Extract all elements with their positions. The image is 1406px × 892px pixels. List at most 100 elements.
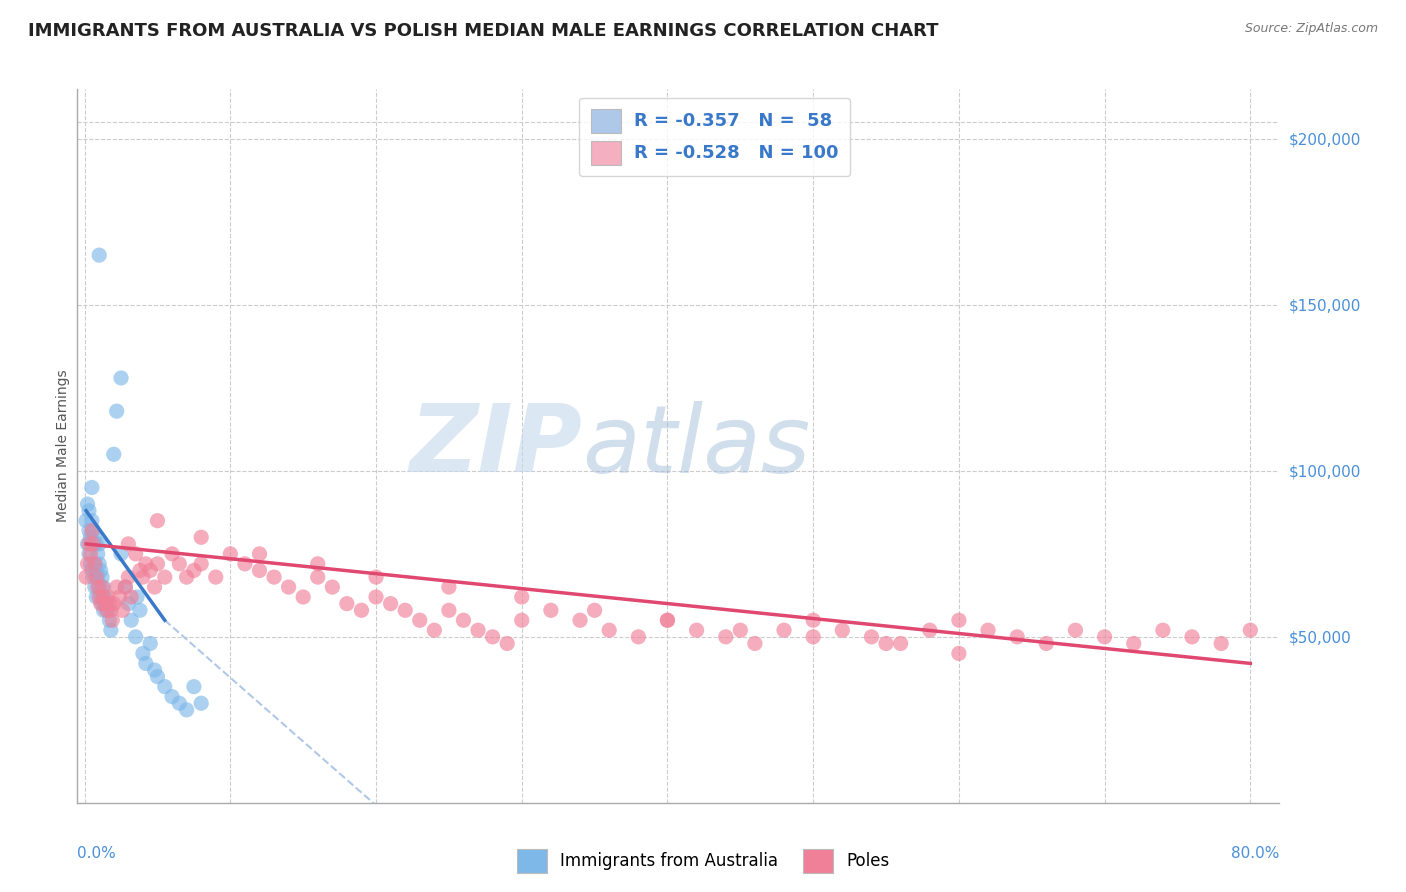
Point <box>90 564 112 578</box>
Point <box>79 557 101 571</box>
Point <box>977 624 1000 638</box>
Point <box>77 524 100 538</box>
Point <box>730 624 752 638</box>
Point <box>146 557 169 571</box>
Point <box>918 624 941 638</box>
Point <box>394 603 416 617</box>
Point <box>307 570 329 584</box>
Point <box>87 547 110 561</box>
Point <box>875 636 897 650</box>
Point <box>75 570 97 584</box>
Point <box>496 636 519 650</box>
Point <box>183 680 205 694</box>
Point <box>103 447 125 461</box>
Point <box>76 497 98 511</box>
Point <box>90 590 112 604</box>
Point <box>657 613 679 627</box>
Point <box>190 530 212 544</box>
Point <box>84 590 107 604</box>
Point <box>233 557 256 571</box>
Point <box>101 613 124 627</box>
Point <box>1035 636 1057 650</box>
Point <box>146 514 169 528</box>
Point <box>93 603 115 617</box>
Point <box>82 570 104 584</box>
Point <box>160 690 183 704</box>
Point <box>380 597 402 611</box>
Point <box>87 580 110 594</box>
Point <box>153 570 176 584</box>
Point <box>139 564 162 578</box>
Point <box>890 636 912 650</box>
Point <box>1181 630 1204 644</box>
Text: 0.0%: 0.0% <box>77 846 117 861</box>
Point <box>100 624 122 638</box>
Point <box>89 590 111 604</box>
Point <box>292 590 315 604</box>
Legend: R = -0.357   N =  58, R = -0.528   N = 100: R = -0.357 N = 58, R = -0.528 N = 100 <box>579 97 851 177</box>
Point <box>627 630 650 644</box>
Point <box>84 537 107 551</box>
Point <box>510 590 533 604</box>
Point <box>96 597 118 611</box>
Point <box>321 580 343 594</box>
Point <box>77 537 100 551</box>
Point <box>97 590 120 604</box>
Point <box>114 580 136 594</box>
Point <box>1094 630 1116 644</box>
Point <box>80 481 103 495</box>
Point <box>336 597 359 611</box>
Point <box>83 557 105 571</box>
Point <box>860 630 883 644</box>
Point <box>105 404 128 418</box>
Point <box>83 557 105 571</box>
Point <box>90 597 112 611</box>
Text: 80.0%: 80.0% <box>1232 846 1279 861</box>
Point <box>176 703 198 717</box>
Point <box>1211 636 1233 650</box>
Point <box>437 580 460 594</box>
Point <box>364 570 387 584</box>
Point <box>91 597 114 611</box>
Point <box>1239 624 1261 638</box>
Point <box>120 590 142 604</box>
Text: Source: ZipAtlas.com: Source: ZipAtlas.com <box>1244 22 1378 36</box>
Point <box>423 624 446 638</box>
Point <box>467 624 489 638</box>
Point <box>569 613 592 627</box>
Point <box>1122 636 1144 650</box>
Point <box>135 557 157 571</box>
Point <box>1005 630 1028 644</box>
Point <box>80 514 103 528</box>
Point <box>1064 624 1087 638</box>
Point <box>132 647 155 661</box>
Point <box>124 630 146 644</box>
Point <box>948 647 970 661</box>
Point <box>219 547 242 561</box>
Point <box>125 590 148 604</box>
Point <box>82 524 104 538</box>
Point <box>89 248 111 262</box>
Point <box>91 580 114 594</box>
Point <box>89 557 111 571</box>
Point <box>437 603 460 617</box>
Point <box>249 564 271 578</box>
Text: IMMIGRANTS FROM AUSTRALIA VS POLISH MEDIAN MALE EARNINGS CORRELATION CHART: IMMIGRANTS FROM AUSTRALIA VS POLISH MEDI… <box>28 22 939 40</box>
Point <box>80 564 103 578</box>
Point <box>91 570 114 584</box>
Point <box>773 624 796 638</box>
Point <box>204 570 226 584</box>
Text: ZIP: ZIP <box>409 400 582 492</box>
Legend: Immigrants from Australia, Poles: Immigrants from Australia, Poles <box>510 842 896 880</box>
Point <box>176 570 198 584</box>
Point <box>76 537 98 551</box>
Point <box>108 590 131 604</box>
Point <box>685 624 707 638</box>
Point <box>87 570 110 584</box>
Point <box>98 597 121 611</box>
Point <box>510 613 533 627</box>
Point <box>94 590 117 604</box>
Point <box>111 603 134 617</box>
Point <box>132 570 155 584</box>
Point <box>1152 624 1174 638</box>
